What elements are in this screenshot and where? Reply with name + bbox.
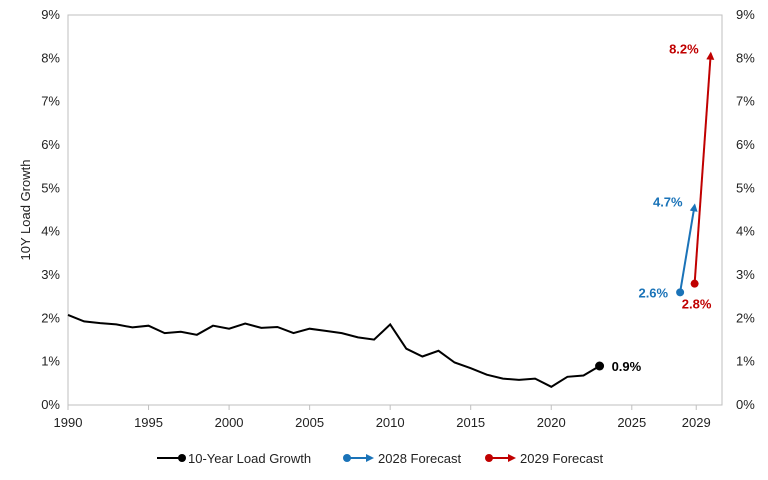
label-2029-end: 8.2% xyxy=(669,42,699,57)
label-2028-end: 4.7% xyxy=(653,194,683,209)
label-load-growth-end: 0.9% xyxy=(612,359,642,374)
label-2029-start: 2.8% xyxy=(682,297,712,312)
legend-item-2028-forecast: 2028 Forecast xyxy=(343,451,461,466)
y-tick-right: 6% xyxy=(736,137,755,152)
y-tick-left: 5% xyxy=(41,180,60,195)
y-tick-left: 6% xyxy=(41,137,60,152)
y-tick-left: 4% xyxy=(41,224,60,239)
x-tick-label: 2000 xyxy=(215,415,244,430)
series-2028-forecast-arrow xyxy=(679,203,698,293)
series-2029-forecast-arrow xyxy=(693,51,715,284)
y-tick-right: 4% xyxy=(736,224,755,239)
y-tick-right: 9% xyxy=(736,7,755,22)
y-tick-left: 1% xyxy=(41,354,60,369)
legend-item-2029-forecast: 2029 Forecast xyxy=(485,451,603,466)
series-2029-forecast-start-marker xyxy=(690,279,699,288)
y-tick-right: 1% xyxy=(736,354,755,369)
y-tick-right: 5% xyxy=(736,180,755,195)
x-tick-label: 2010 xyxy=(376,415,405,430)
y-tick-left: 2% xyxy=(41,310,60,325)
legend-label: 2029 Forecast xyxy=(520,451,603,466)
label-2028-start: 2.6% xyxy=(638,285,668,300)
y-tick-right: 2% xyxy=(736,310,755,325)
x-tick-label: 2015 xyxy=(456,415,485,430)
plot-area xyxy=(67,14,723,406)
y-tick-left: 3% xyxy=(41,267,60,282)
series-load-growth-end-marker xyxy=(595,361,605,371)
series-2028-forecast-start-marker xyxy=(676,288,685,297)
legend-label: 2028 Forecast xyxy=(378,451,461,466)
x-tick-label: 2005 xyxy=(295,415,324,430)
y-tick-right: 8% xyxy=(736,50,755,65)
legend-label: 10-Year Load Growth xyxy=(188,451,311,466)
x-tick-label: 2029 xyxy=(682,415,711,430)
y-tick-right: 3% xyxy=(736,267,755,282)
y-tick-left: 7% xyxy=(41,94,60,109)
y-tick-left: 9% xyxy=(41,7,60,22)
x-tick-label: 2020 xyxy=(537,415,566,430)
x-tick-label: 1990 xyxy=(54,415,83,430)
y-axis-label: 10Y Load Growth xyxy=(18,160,33,261)
legend-item-load-growth: 10-Year Load Growth xyxy=(157,451,311,466)
series-load-growth-line xyxy=(67,313,601,388)
x-tick-label: 2025 xyxy=(617,415,646,430)
y-tick-left: 8% xyxy=(41,50,60,65)
x-tick-label: 1995 xyxy=(134,415,163,430)
y-tick-right: 0% xyxy=(736,397,755,412)
y-tick-right: 7% xyxy=(736,94,755,109)
y-tick-left: 0% xyxy=(41,397,60,412)
